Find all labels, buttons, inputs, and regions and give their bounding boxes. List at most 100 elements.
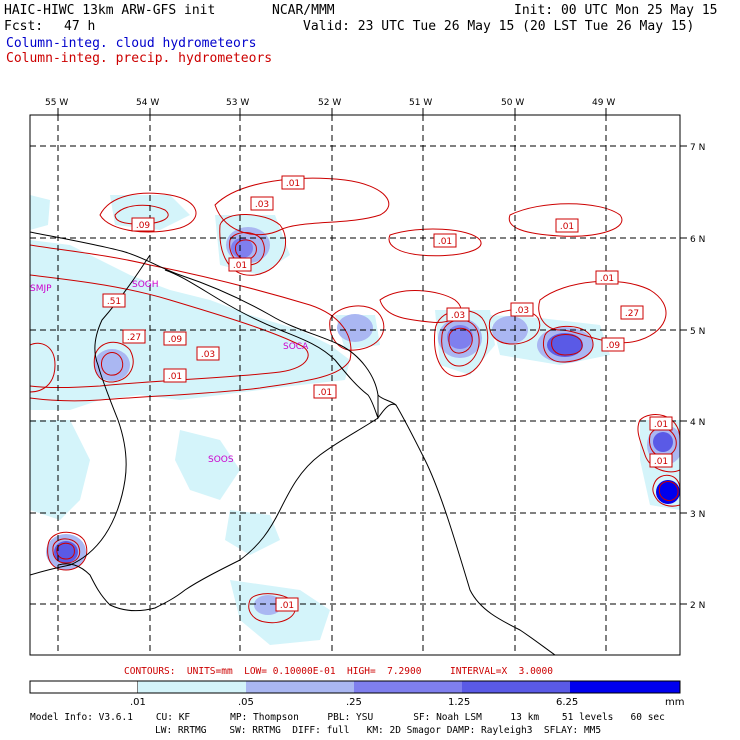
colorbar-label-1: .01 <box>130 697 146 708</box>
contour-label: .01 <box>233 261 247 271</box>
contour-label: .03 <box>201 350 215 360</box>
colorbar-bin-2 <box>246 681 354 693</box>
coastline <box>30 231 556 655</box>
contour-label-box <box>555 218 579 233</box>
contour-label-box <box>313 384 337 399</box>
contour-labels: .01 .03 .09 .01 .01 .01 .51 .27 .09 .03 .01 .01 .03.… <box>102 175 673 612</box>
contour-label-box <box>163 368 187 383</box>
contour-label-box <box>620 305 644 320</box>
colorbar-unit: mm <box>665 697 684 708</box>
colorbar-bin-4 <box>462 681 570 693</box>
contour-label: .01 <box>600 274 614 284</box>
coastlines <box>30 231 556 655</box>
field-1-label: Column-integ. cloud hydrometeors <box>6 36 257 51</box>
colorbar-bin-5 <box>570 681 680 693</box>
colorbar-label-5: 6.25 <box>556 697 578 708</box>
shade-med-3 <box>337 314 373 342</box>
contour-label-box <box>433 233 457 248</box>
lat-label-7n: 7 N <box>690 143 705 153</box>
contour-label: .01 <box>168 372 182 382</box>
lon-label-51w: 51 W <box>409 98 432 108</box>
contour-label-box <box>446 307 470 322</box>
lon-label-52w: 52 W <box>318 98 341 108</box>
lat-label-6n: 6 N <box>690 235 705 245</box>
contour-label-box <box>510 302 534 317</box>
contour-label: .01 <box>318 388 332 398</box>
contour-label: .03 <box>451 311 465 321</box>
colorbar-bin-1 <box>138 681 246 693</box>
valid-time: Valid: 23 UTC Tue 26 May 15 (20 LST Tue … <box>303 19 695 34</box>
shade-core-2 <box>447 325 473 349</box>
shade-north-1 <box>110 195 190 230</box>
field-2-label: Column-integ. precip. hydrometeors <box>6 51 273 66</box>
colorbar: .01 .05 .25 1.25 6.25 mm <box>29 680 684 708</box>
shade-interior-2 <box>225 510 280 555</box>
model-info-line-2: LW: RRTMG SW: RRTMG DIFF: full KM: 2D Sm… <box>155 725 602 736</box>
station-sogh: SOGH <box>132 280 159 290</box>
init-time: Init: 00 UTC Mon 25 May 15 <box>514 3 718 18</box>
lon-label-54w: 54 W <box>136 98 159 108</box>
contour-label: .27 <box>127 333 141 343</box>
border-suriname-fguiana <box>57 269 379 612</box>
plot-title: HAIC-HIWC 13km ARW-GFS init <box>4 3 216 18</box>
contour-label-box <box>281 175 305 190</box>
contour-label-box <box>250 196 274 211</box>
shade-core-1 <box>231 238 253 258</box>
graticule <box>30 115 680 655</box>
lon-label-50w: 50 W <box>501 98 524 108</box>
lat-label-3n: 3 N <box>690 510 705 520</box>
contour-label: .27 <box>625 309 639 319</box>
border-suriname-guyana <box>30 254 151 576</box>
lat-label-2n: 2 N <box>690 601 705 611</box>
colorbar-label-3: .25 <box>346 697 362 708</box>
contour-label-box <box>275 597 299 612</box>
lon-label-53w: 53 W <box>226 98 249 108</box>
contour-label: .01 <box>286 179 300 189</box>
contour-label: .03 <box>515 306 529 316</box>
cloud-shading <box>30 195 680 645</box>
contour-label: .01 <box>654 457 668 467</box>
lat-label-5n: 5 N <box>690 327 705 337</box>
contour-label-box <box>131 217 155 232</box>
contour-label: .01 <box>280 601 294 611</box>
fcst-value: 47 h <box>64 19 96 34</box>
contour-label-box <box>196 346 220 361</box>
lat-ticks <box>680 145 687 605</box>
contour-label: .09 <box>136 221 151 231</box>
shade-south <box>230 580 330 645</box>
contour-label: .09 <box>606 341 621 351</box>
precip-contours <box>30 177 680 624</box>
contour-label: .01 <box>654 420 668 430</box>
fcst-label: Fcst: <box>4 19 44 34</box>
lon-label-49w: 49 W <box>592 98 615 108</box>
colorbar-bin-3 <box>354 681 462 693</box>
contour-label: .09 <box>168 335 183 345</box>
station-soos: SOOS <box>208 455 234 465</box>
shade-southwest <box>30 420 90 520</box>
contour-label-box <box>649 453 673 468</box>
plot-frame <box>29 114 681 656</box>
shade-core-6 <box>653 432 673 452</box>
plot-center: NCAR/MMM <box>272 3 335 18</box>
shade-west-region <box>30 240 350 410</box>
border-fguiana-brazil <box>377 395 397 420</box>
colorbar-label-4: 1.25 <box>448 697 470 708</box>
shade-med-2 <box>94 349 130 381</box>
shade-core-3 <box>547 333 583 357</box>
colorbar-frame <box>29 680 681 694</box>
shade-med-9 <box>254 595 282 615</box>
contour-label-box <box>163 331 187 346</box>
contour-label: .01 <box>560 222 574 232</box>
station-smjp: SMJP <box>30 284 52 294</box>
contour-label-box <box>649 416 673 431</box>
contour-info: CONTOURS: UNITS=mm LOW= 0.10000E-01 HIGH… <box>124 666 553 677</box>
shade-interior-1 <box>175 430 240 500</box>
contour-label-box <box>122 329 146 344</box>
colorbar-bin-0 <box>29 680 139 694</box>
contour-label: .01 <box>438 237 452 247</box>
lon-label-55w: 55 W <box>45 98 68 108</box>
lat-label-4n: 4 N <box>690 418 705 428</box>
lon-ticks <box>57 108 607 115</box>
model-info-line-1: Model Info: V3.6.1 CU: KF MP: Thompson P… <box>30 712 665 723</box>
